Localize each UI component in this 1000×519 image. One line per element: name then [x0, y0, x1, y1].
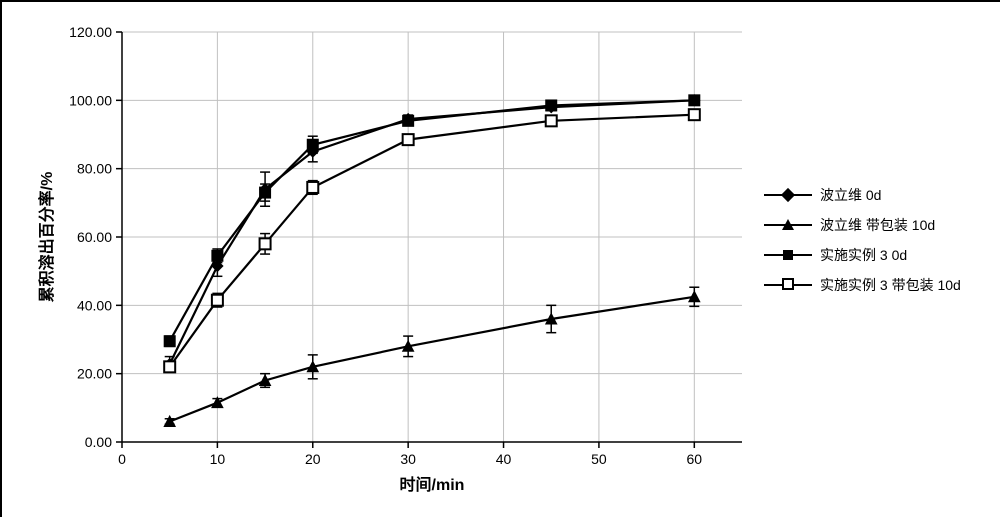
legend-label: 波立维 0d: [820, 185, 881, 205]
legend-label: 实施实例 3 0d: [820, 245, 907, 265]
legend-item-s4: 实施实例 3 带包装 10d: [764, 277, 961, 293]
legend-swatch: [764, 248, 812, 262]
legend-label: 实施实例 3 带包装 10d: [820, 275, 961, 295]
svg-text:40.00: 40.00: [77, 297, 112, 313]
svg-text:120.00: 120.00: [69, 24, 112, 40]
svg-text:100.00: 100.00: [69, 92, 112, 108]
svg-text:0.00: 0.00: [85, 434, 112, 450]
svg-text:40: 40: [496, 451, 512, 467]
legend-item-s2: 波立维 带包装 10d: [764, 217, 961, 233]
chart-frame: 0 10 20 30 40 50 60 0.00 20.00 40.00 60.00 80.00 100…: [0, 0, 1000, 517]
legend-swatch: [764, 218, 812, 232]
legend-label: 波立维 带包装 10d: [820, 215, 935, 235]
svg-text:20.00: 20.00: [77, 366, 112, 382]
svg-text:10: 10: [210, 451, 226, 467]
legend-item-s3: 实施实例 3 0d: [764, 247, 961, 263]
svg-text:时间/min: 时间/min: [400, 475, 465, 494]
svg-text:20: 20: [305, 451, 321, 467]
svg-text:30: 30: [400, 451, 416, 467]
svg-text:60: 60: [687, 451, 703, 467]
legend-swatch: [764, 278, 812, 292]
legend: 波立维 0d 波立维 带包装 10d 实施实例 3 0d 实施实例 3 带包装 …: [764, 187, 961, 307]
svg-text:80.00: 80.00: [77, 161, 112, 177]
svg-text:累积溶出百分率/%: 累积溶出百分率/%: [37, 172, 56, 303]
svg-text:0: 0: [118, 451, 126, 467]
svg-text:50: 50: [591, 451, 607, 467]
legend-item-s1: 波立维 0d: [764, 187, 961, 203]
legend-swatch: [764, 188, 812, 202]
svg-text:60.00: 60.00: [77, 229, 112, 245]
